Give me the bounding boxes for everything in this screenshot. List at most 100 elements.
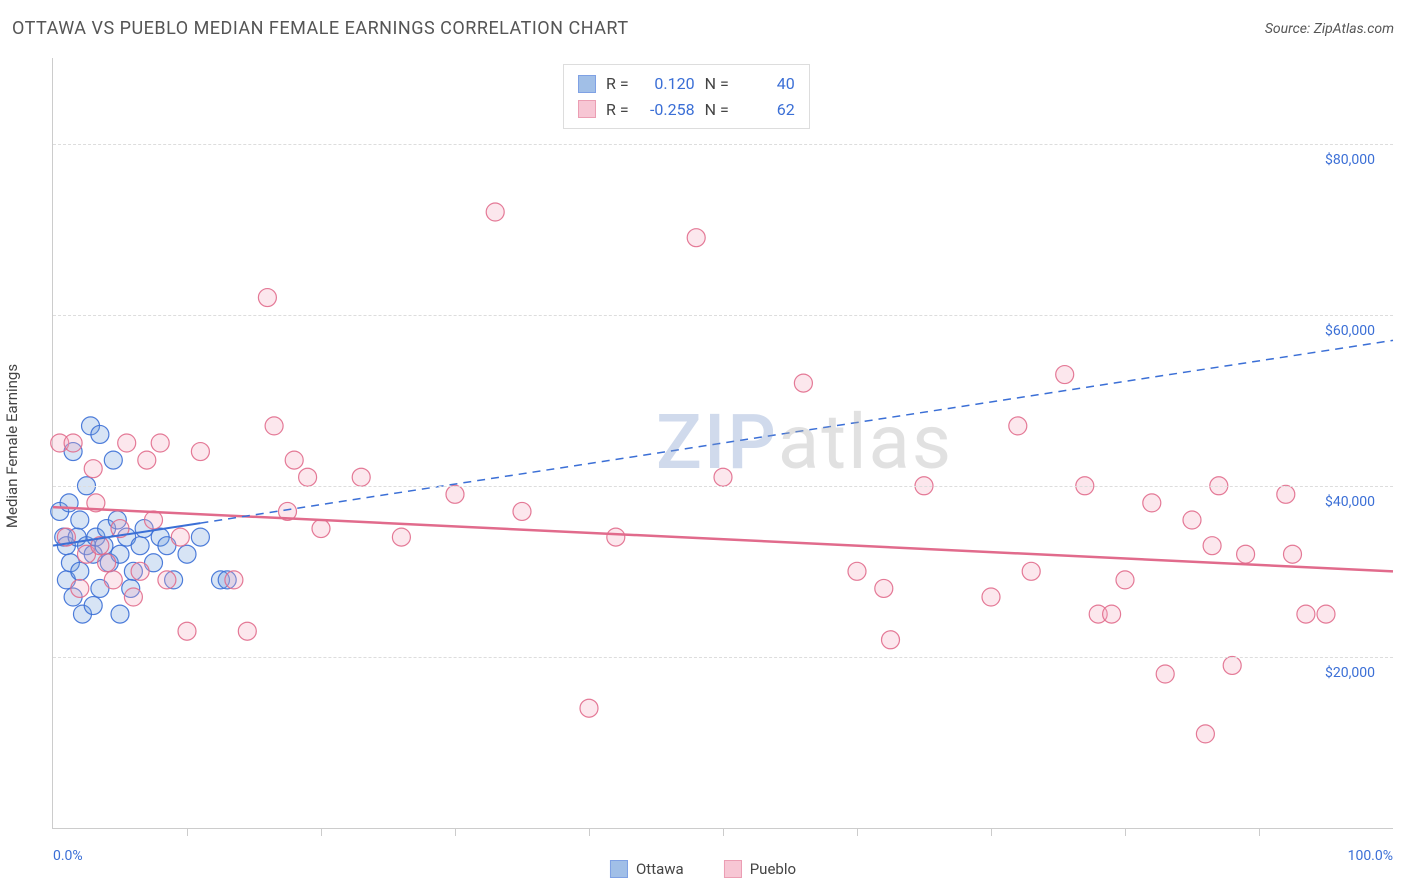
pueblo-r-value: -0.258: [639, 97, 695, 123]
n-label: N =: [705, 97, 729, 123]
pueblo-point: [982, 588, 1000, 606]
x-tick: [187, 828, 188, 836]
legend-item-pueblo: Pueblo: [724, 860, 796, 878]
pueblo-point: [118, 434, 136, 452]
pueblo-point: [71, 579, 89, 597]
ottawa-point: [91, 425, 109, 443]
pueblo-point: [446, 485, 464, 503]
ottawa-point: [104, 451, 122, 469]
x-tick: [589, 828, 590, 836]
pueblo-point: [486, 203, 504, 221]
pueblo-point: [848, 562, 866, 580]
pueblo-point: [687, 229, 705, 247]
pueblo-point: [1143, 494, 1161, 512]
legend-label-ottawa: Ottawa: [636, 860, 684, 878]
pueblo-point: [1237, 545, 1255, 563]
pueblo-point: [1277, 485, 1295, 503]
swatch-pueblo: [724, 860, 742, 878]
x-tick: [1125, 828, 1126, 836]
pueblo-point: [145, 511, 163, 529]
pueblo-point: [258, 289, 276, 307]
ottawa-point: [71, 511, 89, 529]
pueblo-point: [1022, 562, 1040, 580]
pueblo-point: [882, 631, 900, 649]
stat-row-ottawa: R = 0.120 N = 40: [578, 71, 795, 97]
pueblo-point: [64, 434, 82, 452]
pueblo-point: [1297, 605, 1315, 623]
ottawa-point: [71, 562, 89, 580]
n-label: N =: [705, 71, 729, 97]
plot-area: ZIPatlas R = 0.120 N = 40 R = -0.258 N =…: [52, 58, 1393, 829]
ottawa-r-value: 0.120: [639, 71, 695, 97]
pueblo-point: [513, 502, 531, 520]
pueblo-point: [352, 468, 370, 486]
pueblo-point: [1223, 656, 1241, 674]
pueblo-point: [1317, 605, 1335, 623]
pueblo-point: [171, 528, 189, 546]
pueblo-point: [794, 374, 812, 392]
bottom-legend: Ottawa Pueblo: [610, 860, 796, 878]
x-tick: [1259, 828, 1260, 836]
gridline-h: [53, 315, 1393, 316]
pueblo-point: [392, 528, 410, 546]
pueblo-point: [580, 699, 598, 717]
pueblo-point: [607, 528, 625, 546]
pueblo-point: [1009, 417, 1027, 435]
ottawa-point: [191, 528, 209, 546]
pueblo-point: [98, 554, 116, 572]
pueblo-point: [1203, 537, 1221, 555]
gridline-h: [53, 486, 1393, 487]
x-tick: [991, 828, 992, 836]
pueblo-point: [1183, 511, 1201, 529]
pueblo-point: [124, 588, 142, 606]
pueblo-point: [104, 571, 122, 589]
pueblo-point: [714, 468, 732, 486]
pueblo-point: [238, 622, 256, 640]
gridline-h: [53, 144, 1393, 145]
pueblo-point: [84, 460, 102, 478]
pueblo-point: [1056, 366, 1074, 384]
title-bar: OTTAWA VS PUEBLO MEDIAN FEMALE EARNINGS …: [12, 18, 1394, 39]
pueblo-point: [1156, 665, 1174, 683]
pueblo-n-value: 62: [739, 97, 795, 123]
chart-title: OTTAWA VS PUEBLO MEDIAN FEMALE EARNINGS …: [12, 18, 629, 39]
y-tick-label: $60,000: [1325, 323, 1375, 339]
ottawa-point: [84, 597, 102, 615]
pueblo-point: [312, 520, 330, 538]
pueblo-point: [1116, 571, 1134, 589]
gridline-h: [53, 657, 1393, 658]
x-tick-label: 100.0%: [1348, 848, 1393, 864]
pueblo-point: [265, 417, 283, 435]
source-text: Source: ZipAtlas.com: [1265, 21, 1394, 37]
swatch-ottawa: [610, 860, 628, 878]
pueblo-point: [285, 451, 303, 469]
pueblo-point: [225, 571, 243, 589]
legend-item-ottawa: Ottawa: [610, 860, 684, 878]
pueblo-point: [151, 434, 169, 452]
ottawa-trend-dashed: [200, 340, 1393, 523]
x-tick-label: 0.0%: [53, 848, 83, 864]
pueblo-point: [158, 571, 176, 589]
y-tick-label: $80,000: [1325, 152, 1375, 168]
x-tick: [723, 828, 724, 836]
swatch-ottawa: [578, 75, 596, 93]
pueblo-point: [1103, 605, 1121, 623]
r-label: R =: [606, 71, 629, 97]
pueblo-point: [1196, 725, 1214, 743]
ottawa-point: [178, 545, 196, 563]
y-tick-label: $20,000: [1325, 665, 1375, 681]
pueblo-point: [1284, 545, 1302, 563]
swatch-pueblo: [578, 100, 596, 118]
ottawa-point: [131, 537, 149, 555]
pueblo-point: [131, 562, 149, 580]
chart-container: OTTAWA VS PUEBLO MEDIAN FEMALE EARNINGS …: [0, 0, 1406, 892]
pueblo-point: [299, 468, 317, 486]
x-tick: [321, 828, 322, 836]
y-tick-label: $40,000: [1325, 494, 1375, 510]
ottawa-point: [111, 605, 129, 623]
r-label: R =: [606, 97, 629, 123]
pueblo-point: [191, 443, 209, 461]
y-axis-title: Median Female Earnings: [3, 364, 21, 528]
pueblo-point: [178, 622, 196, 640]
x-tick: [455, 828, 456, 836]
